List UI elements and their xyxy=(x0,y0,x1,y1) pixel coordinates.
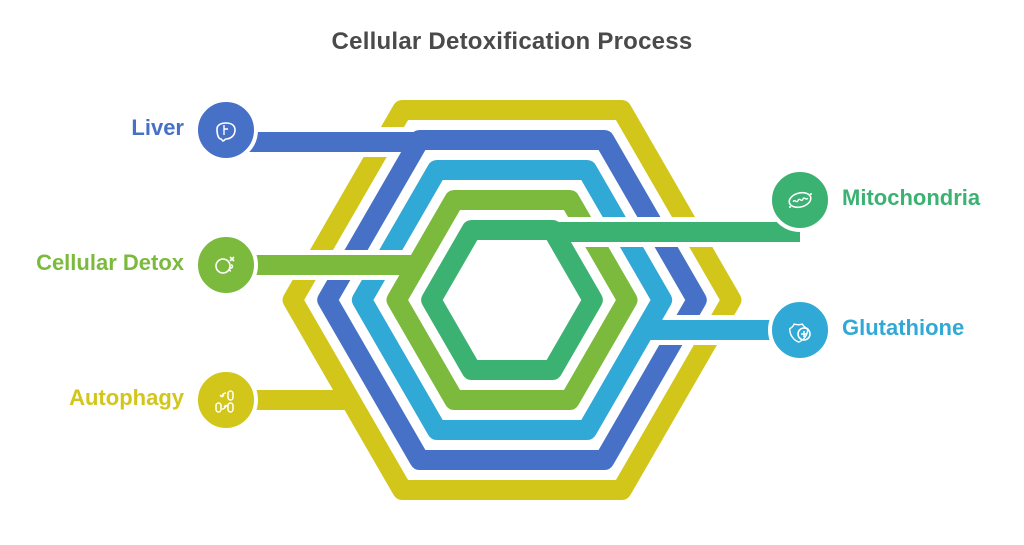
mitochondria-icon xyxy=(768,168,832,232)
autophagy-icon xyxy=(194,368,258,432)
cellulardetox-icon xyxy=(194,233,258,297)
glutathione-icon xyxy=(768,298,832,362)
cellulardetox-label: Cellular Detox xyxy=(36,250,184,276)
liver-label: Liver xyxy=(131,115,184,141)
autophagy-label: Autophagy xyxy=(69,385,184,411)
glutathione-label: Glutathione xyxy=(842,315,964,341)
liver-icon xyxy=(194,98,258,162)
mitochondria-label: Mitochondria xyxy=(842,185,980,211)
